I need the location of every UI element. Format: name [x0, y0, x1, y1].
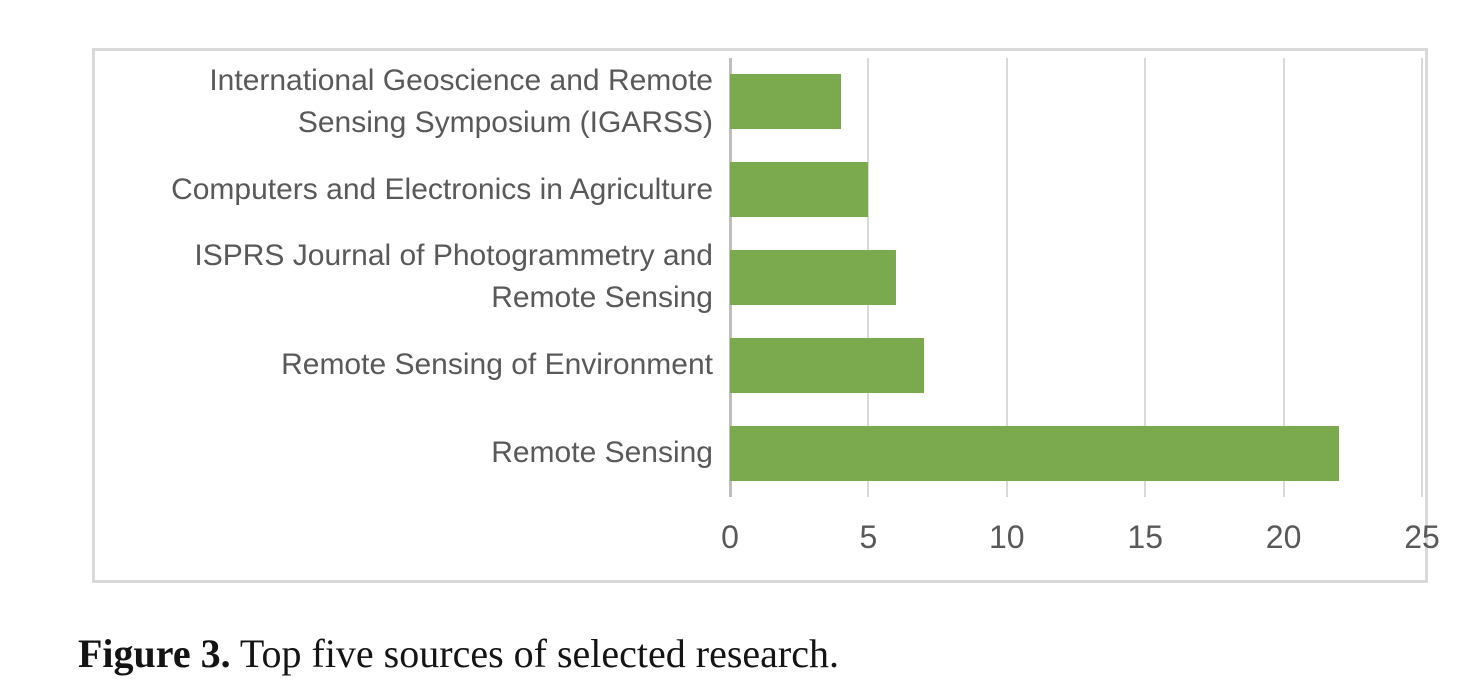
plot-area — [729, 58, 1423, 497]
bar — [730, 162, 869, 218]
x-tick-label: 25 — [1404, 519, 1440, 555]
figure-caption-label: Figure 3. — [78, 631, 231, 676]
bar — [730, 250, 897, 305]
category-label: International Geoscience and Remote Sens… — [209, 63, 713, 139]
bar-chart-figure: International Geoscience and Remote Sens… — [92, 48, 1440, 583]
bar — [730, 425, 1339, 481]
category-label: Remote Sensing — [491, 436, 713, 470]
x-tick-label: 5 — [859, 519, 878, 555]
x-tick-label: 20 — [1265, 519, 1302, 555]
figure-caption-text: Top five sources of selected research. — [230, 631, 839, 676]
gridline — [1144, 58, 1147, 497]
gridline — [1005, 58, 1008, 497]
x-tick-label: 10 — [989, 519, 1025, 555]
x-axis-tick-labels: 0 5 10 15 20 25 — [721, 517, 1440, 561]
x-tick-label: 15 — [1127, 519, 1163, 555]
category-label: Remote Sensing of Environment — [281, 348, 713, 382]
gridline — [1282, 58, 1285, 497]
category-label: Computers and Electronics in Agriculture — [171, 172, 713, 206]
bar — [730, 337, 924, 393]
category-label: ISPRS Journal of Photogrammetry and Remo… — [194, 239, 713, 315]
gridline — [1421, 58, 1423, 497]
bar — [730, 74, 841, 130]
figure-caption: Figure 3. Top five sources of selected r… — [78, 630, 839, 678]
y-axis-category-labels: International Geoscience and Remote Sens… — [101, 58, 713, 497]
x-tick-label: 0 — [721, 519, 739, 555]
